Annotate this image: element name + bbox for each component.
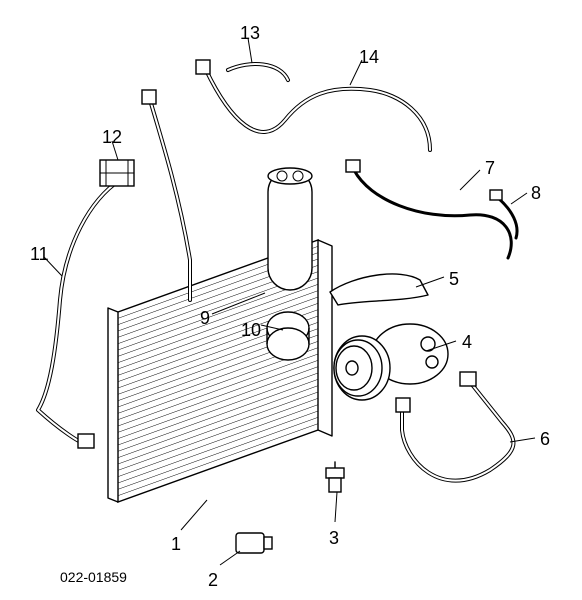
leader-14 [0, 0, 582, 600]
diagram-canvas: 1234567891011121314 022-01859 [0, 0, 582, 600]
diagram-id-label: 022-01859 [60, 569, 127, 585]
